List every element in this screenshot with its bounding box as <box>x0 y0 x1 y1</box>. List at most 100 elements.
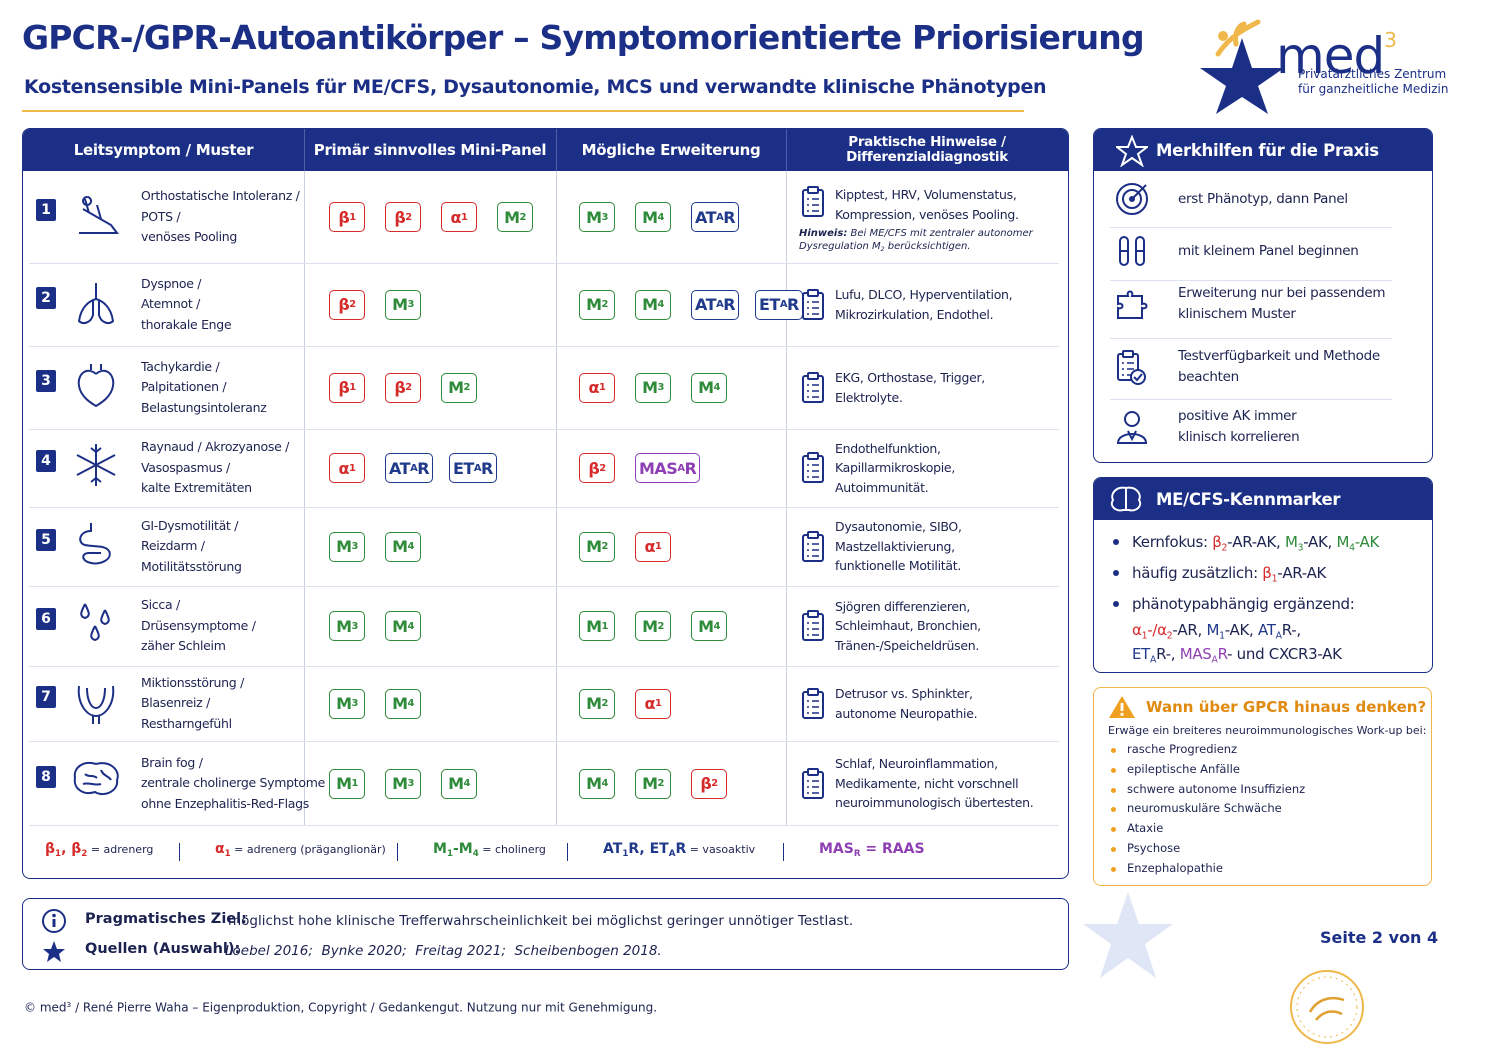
warning-item: epileptische Anfälle <box>1127 761 1240 776</box>
badge-part: 1 <box>461 211 468 223</box>
notes-icon <box>802 767 824 799</box>
row-divider <box>29 507 1059 508</box>
panel-footer: Pragmatisches Ziel: möglichst hohe klini… <box>22 898 1069 970</box>
tip-icon <box>1117 350 1146 385</box>
symptom-line: Belastungsintoleranz <box>141 399 267 415</box>
text-run: -AR, <box>1172 621 1207 639</box>
text-run: 1 <box>1219 630 1225 642</box>
text-run: 1 <box>622 849 629 860</box>
badge-part: 2 <box>349 299 356 310</box>
note-line: Kipptest, HRV, Volumenstatus, <box>835 187 1017 202</box>
badge-part: β <box>338 295 350 314</box>
seal <box>1290 970 1364 1044</box>
badge-part: A <box>410 462 418 474</box>
badge-part: 1 <box>601 620 609 632</box>
antibody-badge: AT A R <box>691 289 740 320</box>
symptom-line: Motilitätsstörung <box>141 558 242 574</box>
text-run: = adrenerg <box>87 843 154 856</box>
goal-label: Pragmatisches Ziel: <box>85 911 247 927</box>
badge-part: 2 <box>601 299 609 310</box>
note-line: Autoimmunität. <box>835 479 929 495</box>
badge-part: 4 <box>713 382 721 393</box>
badge-part: 3 <box>407 299 415 310</box>
text-run: häufig zusätzlich: <box>1132 564 1263 582</box>
badge-part: 2 <box>711 778 718 789</box>
symptom-icon <box>77 282 115 324</box>
notes: Detrusor vs. Sphinkter, autonome Neuropat… <box>835 684 978 723</box>
note-line: Kompression, venöses Pooling. <box>835 206 1019 222</box>
title: GPCR-/GPR-Autoantikörper – Symptomorient… <box>22 18 1145 57</box>
warning-item: rasche Progredienz <box>1127 742 1238 756</box>
symptom-line: venöses Pooling <box>141 229 238 244</box>
badge-part: 1 <box>655 541 662 552</box>
text-run: ET <box>1132 645 1151 663</box>
legend-divider <box>783 843 784 861</box>
note-line: Dysautonomie, SIBO, <box>835 519 962 535</box>
badge-part: 1 <box>351 778 359 789</box>
badge-part: α <box>338 458 350 478</box>
legend-item: β1, β2 = adrenerg <box>45 841 153 859</box>
badge-part: 4 <box>657 299 665 310</box>
symptom-line: zentrale cholinerge Symptome <box>141 775 325 790</box>
sources: Loebel 2016; Bynke 2020; Freitag 2021; S… <box>225 943 662 959</box>
column-divider <box>556 171 557 825</box>
logo-line: für ganzheitliche Medizin <box>1298 82 1449 96</box>
warning-dot <box>1111 787 1116 793</box>
text-run: A <box>668 849 676 860</box>
legend-item: AT1R, ETAR = vasoaktiv <box>603 841 755 859</box>
tip-line: positive AK immer <box>1178 408 1297 424</box>
badge-part: ET <box>453 458 474 478</box>
text-run: 3 <box>66 1000 72 1009</box>
badge-part: M <box>698 378 714 397</box>
note-line: Medikamente, nicht vorschnell <box>835 775 1019 791</box>
badge-part: β <box>588 458 600 478</box>
badge-part: 3 <box>601 211 609 223</box>
text-run: -M <box>452 841 473 857</box>
header-line: Mögliche Erweiterung <box>581 140 761 159</box>
symptom: GI-Dysmotilität / Reizdarm / Motilitätsstö… <box>141 516 242 578</box>
notes: Endothelfunktion, Kapillarmikroskopie, Aut… <box>835 439 955 498</box>
badge-part: M <box>448 774 464 793</box>
text-run: -AK <box>1354 533 1380 551</box>
row-number: 7 <box>36 685 56 708</box>
text-run: -AK, <box>1224 621 1258 639</box>
logo-name: med3 <box>1276 10 1397 86</box>
symptom-line: kalte Extremitäten <box>141 480 252 495</box>
badge-part: M <box>392 616 408 636</box>
antibody-badge: ET A R <box>449 453 497 483</box>
badge-part: 2 <box>405 211 412 223</box>
column-divider <box>786 171 787 825</box>
symptom-line: Sicca / <box>141 597 180 612</box>
badge-part: 4 <box>407 620 415 632</box>
text-run: -/α <box>1147 621 1167 639</box>
notes-icon <box>802 530 824 562</box>
note-line: autonome Neuropathie. <box>835 705 978 721</box>
badge-part: 4 <box>407 541 415 552</box>
panel-markers: ME/CFS-Kennmarker Kernfokus: β2-AR-AK, M… <box>1093 477 1433 673</box>
notes: Sjögren differenzieren, Schleimhaut, Bron… <box>835 597 981 656</box>
warning-dot <box>1111 827 1116 833</box>
badge-part: β <box>394 207 406 227</box>
bullet-line: α1-/α2-AR, M1-AK, ATAR-, <box>1132 618 1301 648</box>
text-run: M <box>1206 621 1220 639</box>
badge-part: AT <box>695 207 717 227</box>
symptom-icon <box>79 196 119 234</box>
tip: Testverfügbarkeit und Methode beachten <box>1178 346 1380 388</box>
note-line: Mastzellaktivierung, <box>835 538 955 554</box>
symptom-line: Atemnot / <box>141 296 201 311</box>
badge-part: 3 <box>351 620 359 632</box>
warning-item: schwere autonome Insuffizienz <box>1127 781 1306 796</box>
text-run: = RAAS <box>860 841 925 857</box>
